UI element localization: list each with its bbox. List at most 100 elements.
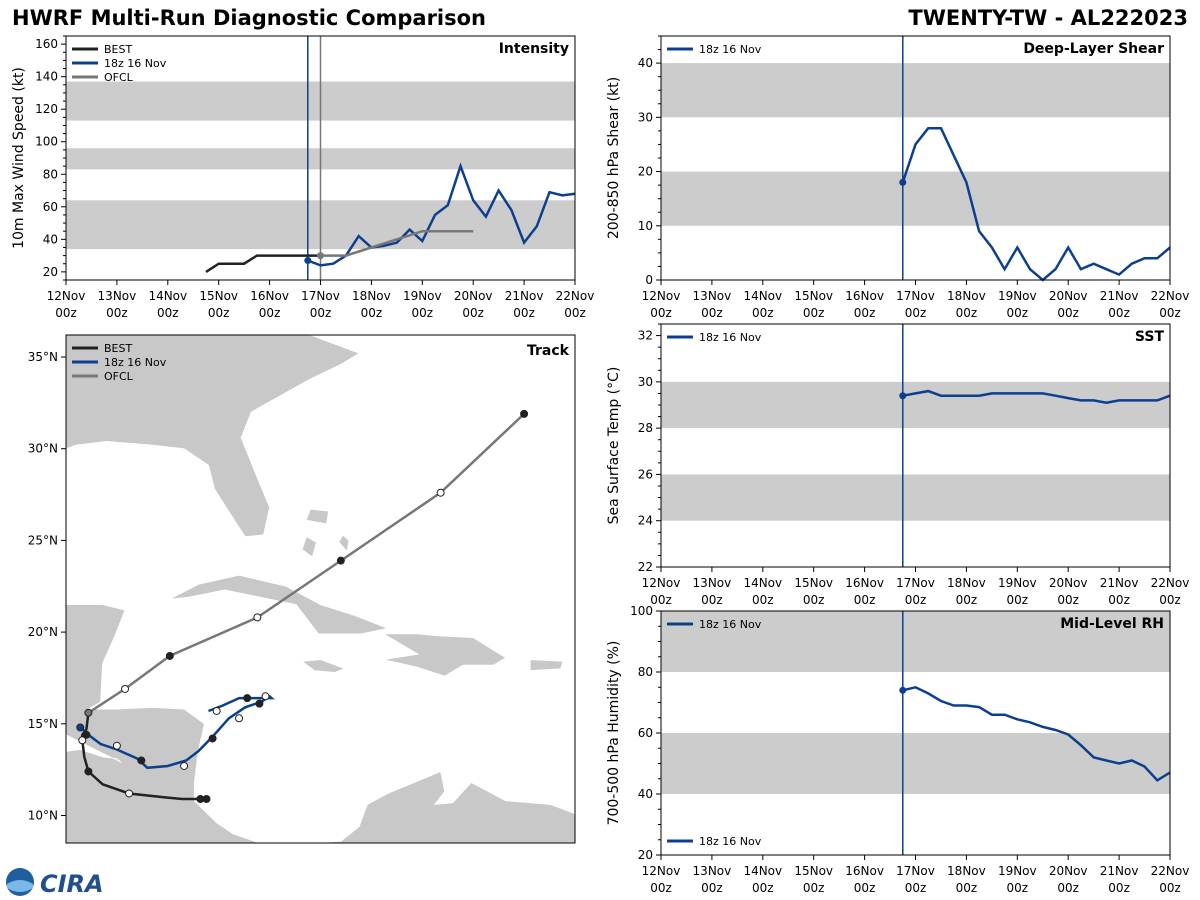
- sst-xtick-label: 13Nov: [693, 576, 732, 590]
- track-point-ofcl: [165, 651, 174, 660]
- cuba-landmass: [169, 574, 390, 635]
- central-america-landmass: [65, 604, 260, 844]
- intensity-legend-label: OFCL: [104, 71, 134, 84]
- rh-legend-label: 18z 16 Nov: [699, 618, 762, 631]
- sst-xtick-sublabel: 00z: [650, 593, 672, 607]
- shear-xtick-sublabel: 00z: [1007, 306, 1029, 320]
- intensity-xtick-label: 13Nov: [98, 289, 137, 303]
- south-america-landmass: [312, 770, 576, 844]
- rh-xtick-sublabel: 00z: [1007, 881, 1029, 895]
- rh-xtick-label: 17Nov: [896, 864, 935, 878]
- sst-panel: 22 24 26 28 30 32 12Nov 00z 13Nov 00z 14Nov 00z 15No…: [606, 323, 1189, 607]
- sst-xtick-sublabel: 00z: [752, 593, 774, 607]
- rh-xtick-sublabel: 00z: [854, 881, 876, 895]
- sst-xtick-sublabel: 00z: [1057, 593, 1079, 607]
- intensity-xtick-sublabel: 00z: [361, 306, 383, 320]
- track-point-best: [196, 794, 205, 803]
- intensity-xtick-sublabel: 00z: [106, 306, 128, 320]
- track-point-ofcl: [121, 684, 130, 693]
- sst-xtick-label: 18Nov: [947, 576, 986, 590]
- rh-init-point: [899, 686, 907, 694]
- intensity-xtick-sublabel: 00z: [513, 306, 535, 320]
- sst-band: [661, 381, 1170, 429]
- shear-title: Deep-Layer Shear: [1023, 41, 1164, 57]
- rh-band: [661, 611, 1170, 672]
- sst-xtick-label: 15Nov: [794, 576, 833, 590]
- rh-ytick-label: 100: [630, 604, 653, 618]
- intensity-ytick-label: 80: [43, 167, 58, 181]
- sst-xtick-sublabel: 00z: [854, 593, 876, 607]
- track-point-ofcl: [84, 708, 93, 717]
- intensity-init-point: [317, 252, 324, 260]
- rh-xtick-sublabel: 00z: [1057, 881, 1079, 895]
- bahamas-island: [305, 508, 330, 525]
- sst-xtick-sublabel: 00z: [803, 593, 825, 607]
- sst-title: SST: [1135, 329, 1165, 345]
- sst-ytick-label: 30: [638, 375, 653, 389]
- intensity-legend-label: BEST: [104, 43, 132, 56]
- sst-band: [661, 474, 1170, 521]
- sst-xtick-label: 19Nov: [998, 576, 1037, 590]
- intensity-ylabel: 10m Max Wind Speed (kt): [11, 67, 27, 249]
- rh-ytick-label: 20: [638, 848, 653, 862]
- shear-xtick-label: 17Nov: [896, 289, 935, 303]
- shear-xtick-sublabel: 00z: [956, 306, 978, 320]
- shear-xtick-sublabel: 00z: [905, 306, 927, 320]
- shear-ytick-label: 30: [638, 110, 653, 124]
- track-point-run: [76, 723, 85, 732]
- rh-lower-legend-label: 18z 16 Nov: [699, 835, 762, 848]
- track-lat-label: 10°N: [28, 808, 58, 822]
- sst-ytick-label: 28: [638, 421, 653, 435]
- sst-xtick-label: 14Nov: [743, 576, 782, 590]
- rh-xtick-sublabel: 00z: [803, 881, 825, 895]
- shear-xtick-label: 21Nov: [1100, 289, 1139, 303]
- track-point-ofcl: [520, 409, 529, 418]
- shear-xtick-label: 18Nov: [947, 289, 986, 303]
- intensity-xtick-label: 18Nov: [352, 289, 391, 303]
- rh-xtick-label: 13Nov: [693, 864, 732, 878]
- rh-xtick-label: 18Nov: [947, 864, 986, 878]
- rh-xtick-label: 14Nov: [743, 864, 782, 878]
- sst-ytick-label: 26: [638, 467, 653, 481]
- intensity-xtick-sublabel: 00z: [310, 306, 332, 320]
- track-point-run: [180, 761, 189, 770]
- sst-ytick-label: 24: [638, 514, 653, 528]
- shear-init-point: [899, 178, 907, 186]
- track-lat-label: 35°N: [28, 350, 58, 364]
- shear-ytick-label: 0: [645, 273, 653, 287]
- sst-xtick-sublabel: 00z: [1007, 593, 1029, 607]
- track-lat-label: 15°N: [28, 717, 58, 731]
- bahamas-island: [301, 536, 317, 558]
- wave-icon: [7, 880, 33, 892]
- track-legend-label: BEST: [104, 342, 132, 355]
- sst-legend-label: 18z 16 Nov: [699, 331, 762, 344]
- rh-ytick-label: 40: [638, 787, 653, 801]
- rh-xtick-label: 19Nov: [998, 864, 1037, 878]
- intensity-xtick-sublabel: 00z: [412, 306, 434, 320]
- sst-xtick-label: 12Nov: [642, 576, 681, 590]
- intensity-panel: 20 40 60 80 100 120 140 160 12Nov 00z 13Nov 00z 14No…: [11, 35, 595, 320]
- track-point-ofcl: [436, 488, 445, 497]
- track-point-best: [125, 789, 134, 798]
- usa-florida-landmass: [65, 334, 361, 538]
- intensity-xtick-label: 16Nov: [250, 289, 289, 303]
- sst-xtick-label: 21Nov: [1100, 576, 1139, 590]
- shear-xtick-label: 22Nov: [1151, 289, 1190, 303]
- track-point-run: [137, 756, 146, 765]
- shear-xtick-sublabel: 00z: [1057, 306, 1079, 320]
- rh-xtick-sublabel: 00z: [905, 881, 927, 895]
- rh-ytick-label: 60: [638, 726, 653, 740]
- track-point-run: [261, 692, 270, 701]
- shear-xtick-sublabel: 00z: [752, 306, 774, 320]
- rh-xtick-label: 21Nov: [1100, 864, 1139, 878]
- shear-xtick-label: 13Nov: [693, 289, 732, 303]
- intensity-xtick-sublabel: 00z: [55, 306, 77, 320]
- rh-xtick-label: 16Nov: [845, 864, 884, 878]
- track-point-run: [255, 699, 264, 708]
- sst-ytick-label: 22: [638, 560, 653, 574]
- track-legend-label: 18z 16 Nov: [104, 356, 167, 369]
- shear-ytick-label: 40: [638, 56, 653, 70]
- sst-xtick-sublabel: 00z: [956, 593, 978, 607]
- sst-xtick-label: 17Nov: [896, 576, 935, 590]
- intensity-xtick-label: 22Nov: [556, 289, 595, 303]
